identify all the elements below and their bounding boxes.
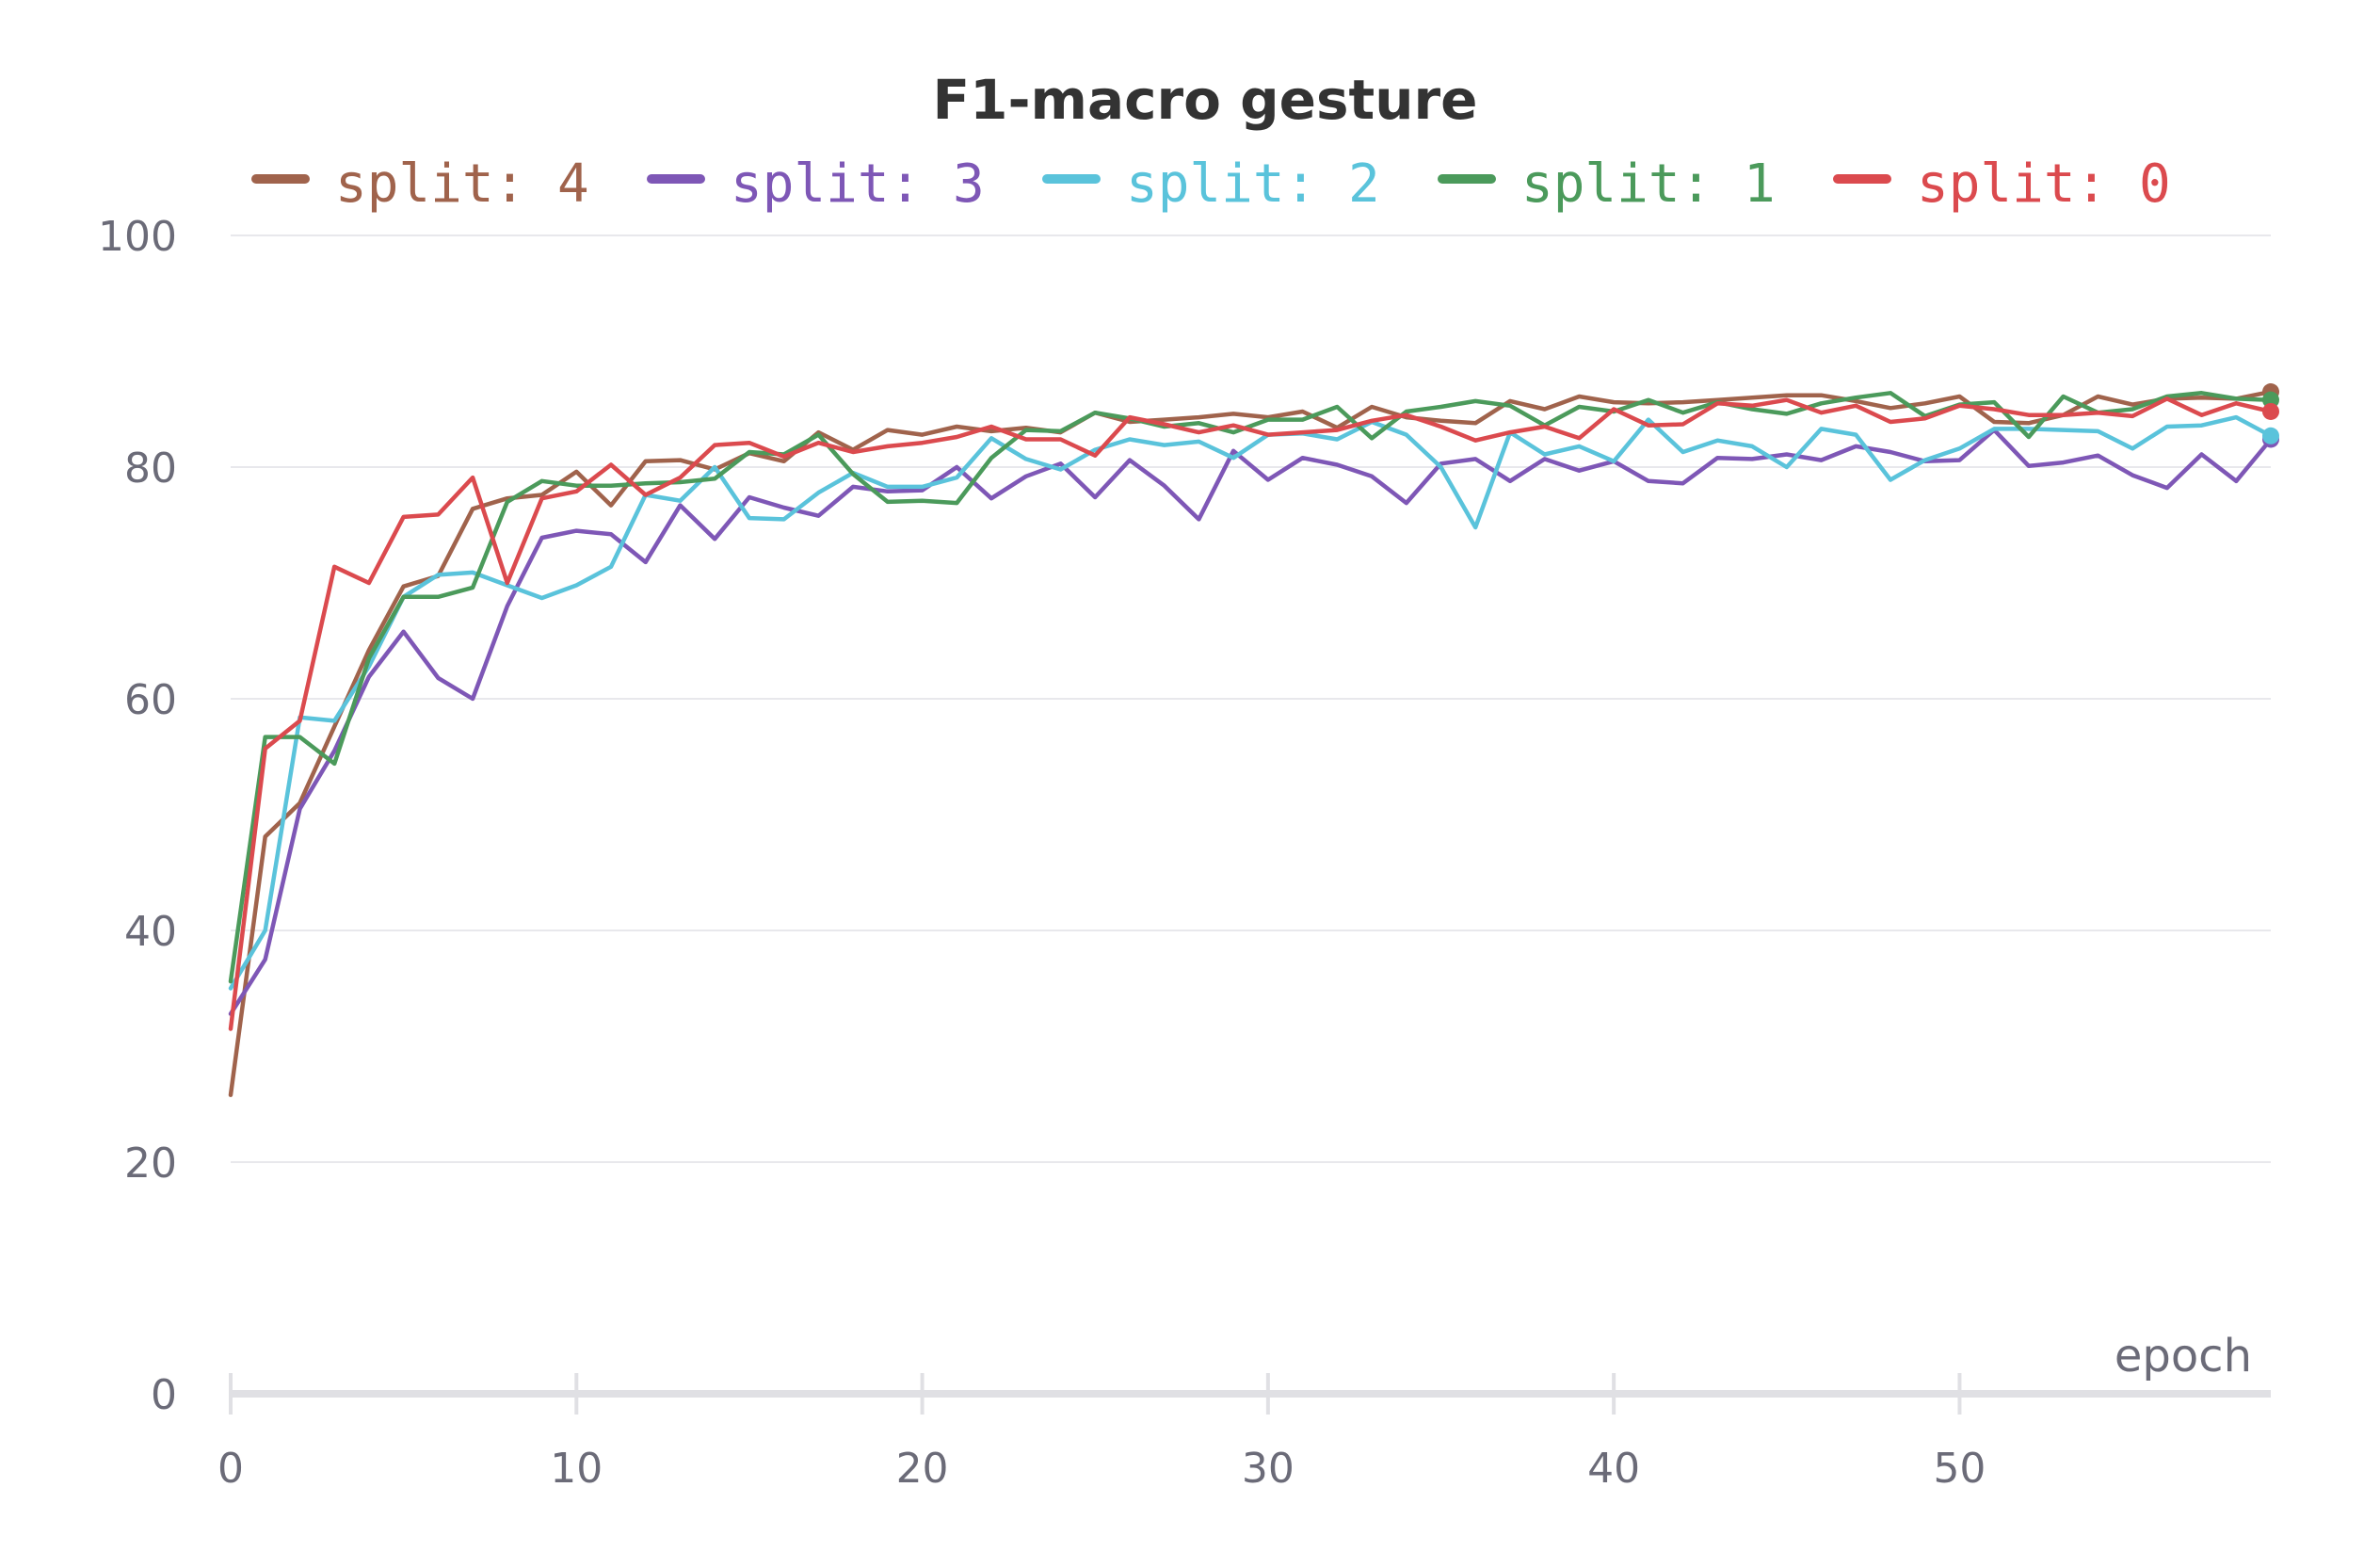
legend[interactable]: split: 4 split: 3 split: 2 split: 1 split: 0 xyxy=(251,154,2171,215)
series-line-1 xyxy=(228,428,2274,1016)
y-tick-label: 100 xyxy=(98,213,177,261)
x-tick-label: 40 xyxy=(1587,1445,1640,1493)
series-end-marker-2 xyxy=(2262,427,2279,445)
x-tick-label: 30 xyxy=(1242,1445,1295,1493)
series-line-4 xyxy=(228,396,2274,1031)
y-tick-label: 80 xyxy=(124,445,177,493)
y-tick-label: 60 xyxy=(124,676,177,724)
series-end-marker-4 xyxy=(2262,402,2279,420)
series-line-3 xyxy=(228,391,2274,984)
x-tick-label: 0 xyxy=(217,1445,244,1493)
series-line-2 xyxy=(228,414,2274,991)
chart-title: F1-macro gesture xyxy=(933,68,1478,132)
y-tick-label: 0 xyxy=(151,1371,177,1419)
grid xyxy=(231,234,2271,1163)
x-tick-label: 10 xyxy=(550,1445,603,1493)
axes: 0 10 20 30 40 50 0 20 40 60 80 100 xyxy=(98,213,2271,1493)
x-axis-label: epoch xyxy=(2115,1330,2252,1382)
legend-label-4: split: 0 xyxy=(1917,154,2171,215)
legend-label-3: split: 1 xyxy=(1521,154,1776,215)
y-tick-label: 40 xyxy=(124,908,177,956)
x-tick-label: 50 xyxy=(1933,1445,1986,1493)
series-end-marker-3 xyxy=(2262,391,2279,409)
y-tick-label: 20 xyxy=(124,1140,177,1188)
legend-label-0: split: 4 xyxy=(335,154,589,215)
legend-label-2: split: 2 xyxy=(1126,154,1380,215)
x-tick-label: 20 xyxy=(896,1445,949,1493)
legend-label-1: split: 3 xyxy=(731,154,985,215)
series-group xyxy=(228,383,2279,1097)
series-line-0 xyxy=(228,389,2274,1097)
